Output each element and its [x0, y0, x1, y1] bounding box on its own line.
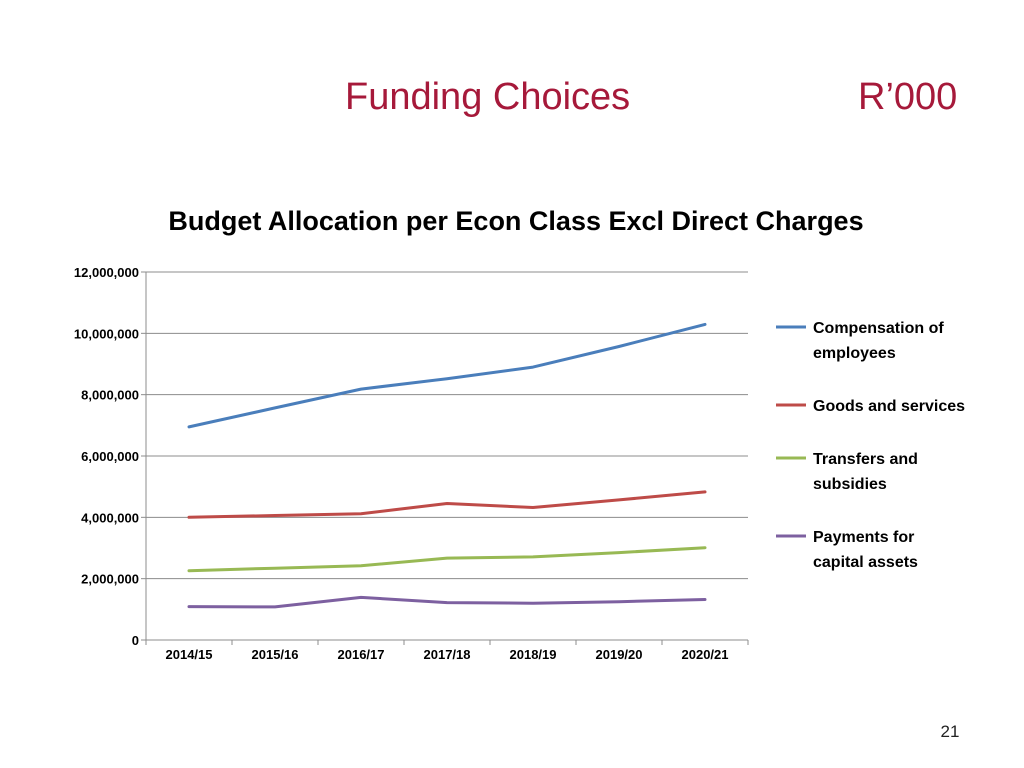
y-tick-label: 2,000,000 — [81, 572, 139, 587]
x-tick-label: 2019/20 — [596, 647, 643, 662]
y-tick-label: 0 — [132, 633, 139, 648]
series-line — [187, 490, 707, 519]
slide-title-text: Funding Choices — [345, 76, 631, 118]
page-number: 21 — [940, 722, 960, 741]
series-line — [187, 322, 707, 429]
x-tick-label: 2016/17 — [338, 647, 385, 662]
legend-label: Payments for — [813, 529, 914, 546]
x-tick-label: 2014/15 — [166, 647, 213, 662]
legend-label: Goods and services — [813, 398, 965, 415]
chart-legend: Compensation of employees Goods and servic… — [776, 320, 965, 571]
legend-label: Compensation of — [813, 320, 944, 337]
y-tick-label: 8,000,000 — [81, 388, 139, 403]
series-line — [187, 546, 707, 573]
chart-axes: 0 2,000,000 4,000,000 6,000,000 8,000,000 10,… — [74, 265, 749, 662]
y-tick-label: 12,000,000 — [74, 265, 139, 280]
slide-title: Funding Choices R’000 — [0, 72, 1024, 132]
y-tick-label: 4,000,000 — [81, 510, 139, 525]
x-tick-label: 2018/19 — [510, 647, 557, 662]
x-tick-label: 2015/16 — [252, 647, 299, 662]
chart-series — [187, 322, 707, 609]
y-tick-label: 6,000,000 — [81, 449, 139, 464]
chart-gridlines — [146, 271, 748, 580]
x-tick-label: 2017/18 — [424, 647, 471, 662]
x-tick-label: 2020/21 — [682, 647, 729, 662]
legend-label: subsidies — [813, 476, 887, 493]
chart-title: Budget Allocation per Econ Class Excl Di… — [168, 206, 863, 236]
slide-title-unit: R’000 — [858, 76, 958, 118]
legend-label: employees — [813, 345, 896, 362]
legend-label: Transfers and — [813, 451, 918, 468]
y-tick-label: 10,000,000 — [74, 326, 139, 341]
series-line — [187, 595, 707, 609]
legend-label: capital assets — [813, 554, 918, 571]
